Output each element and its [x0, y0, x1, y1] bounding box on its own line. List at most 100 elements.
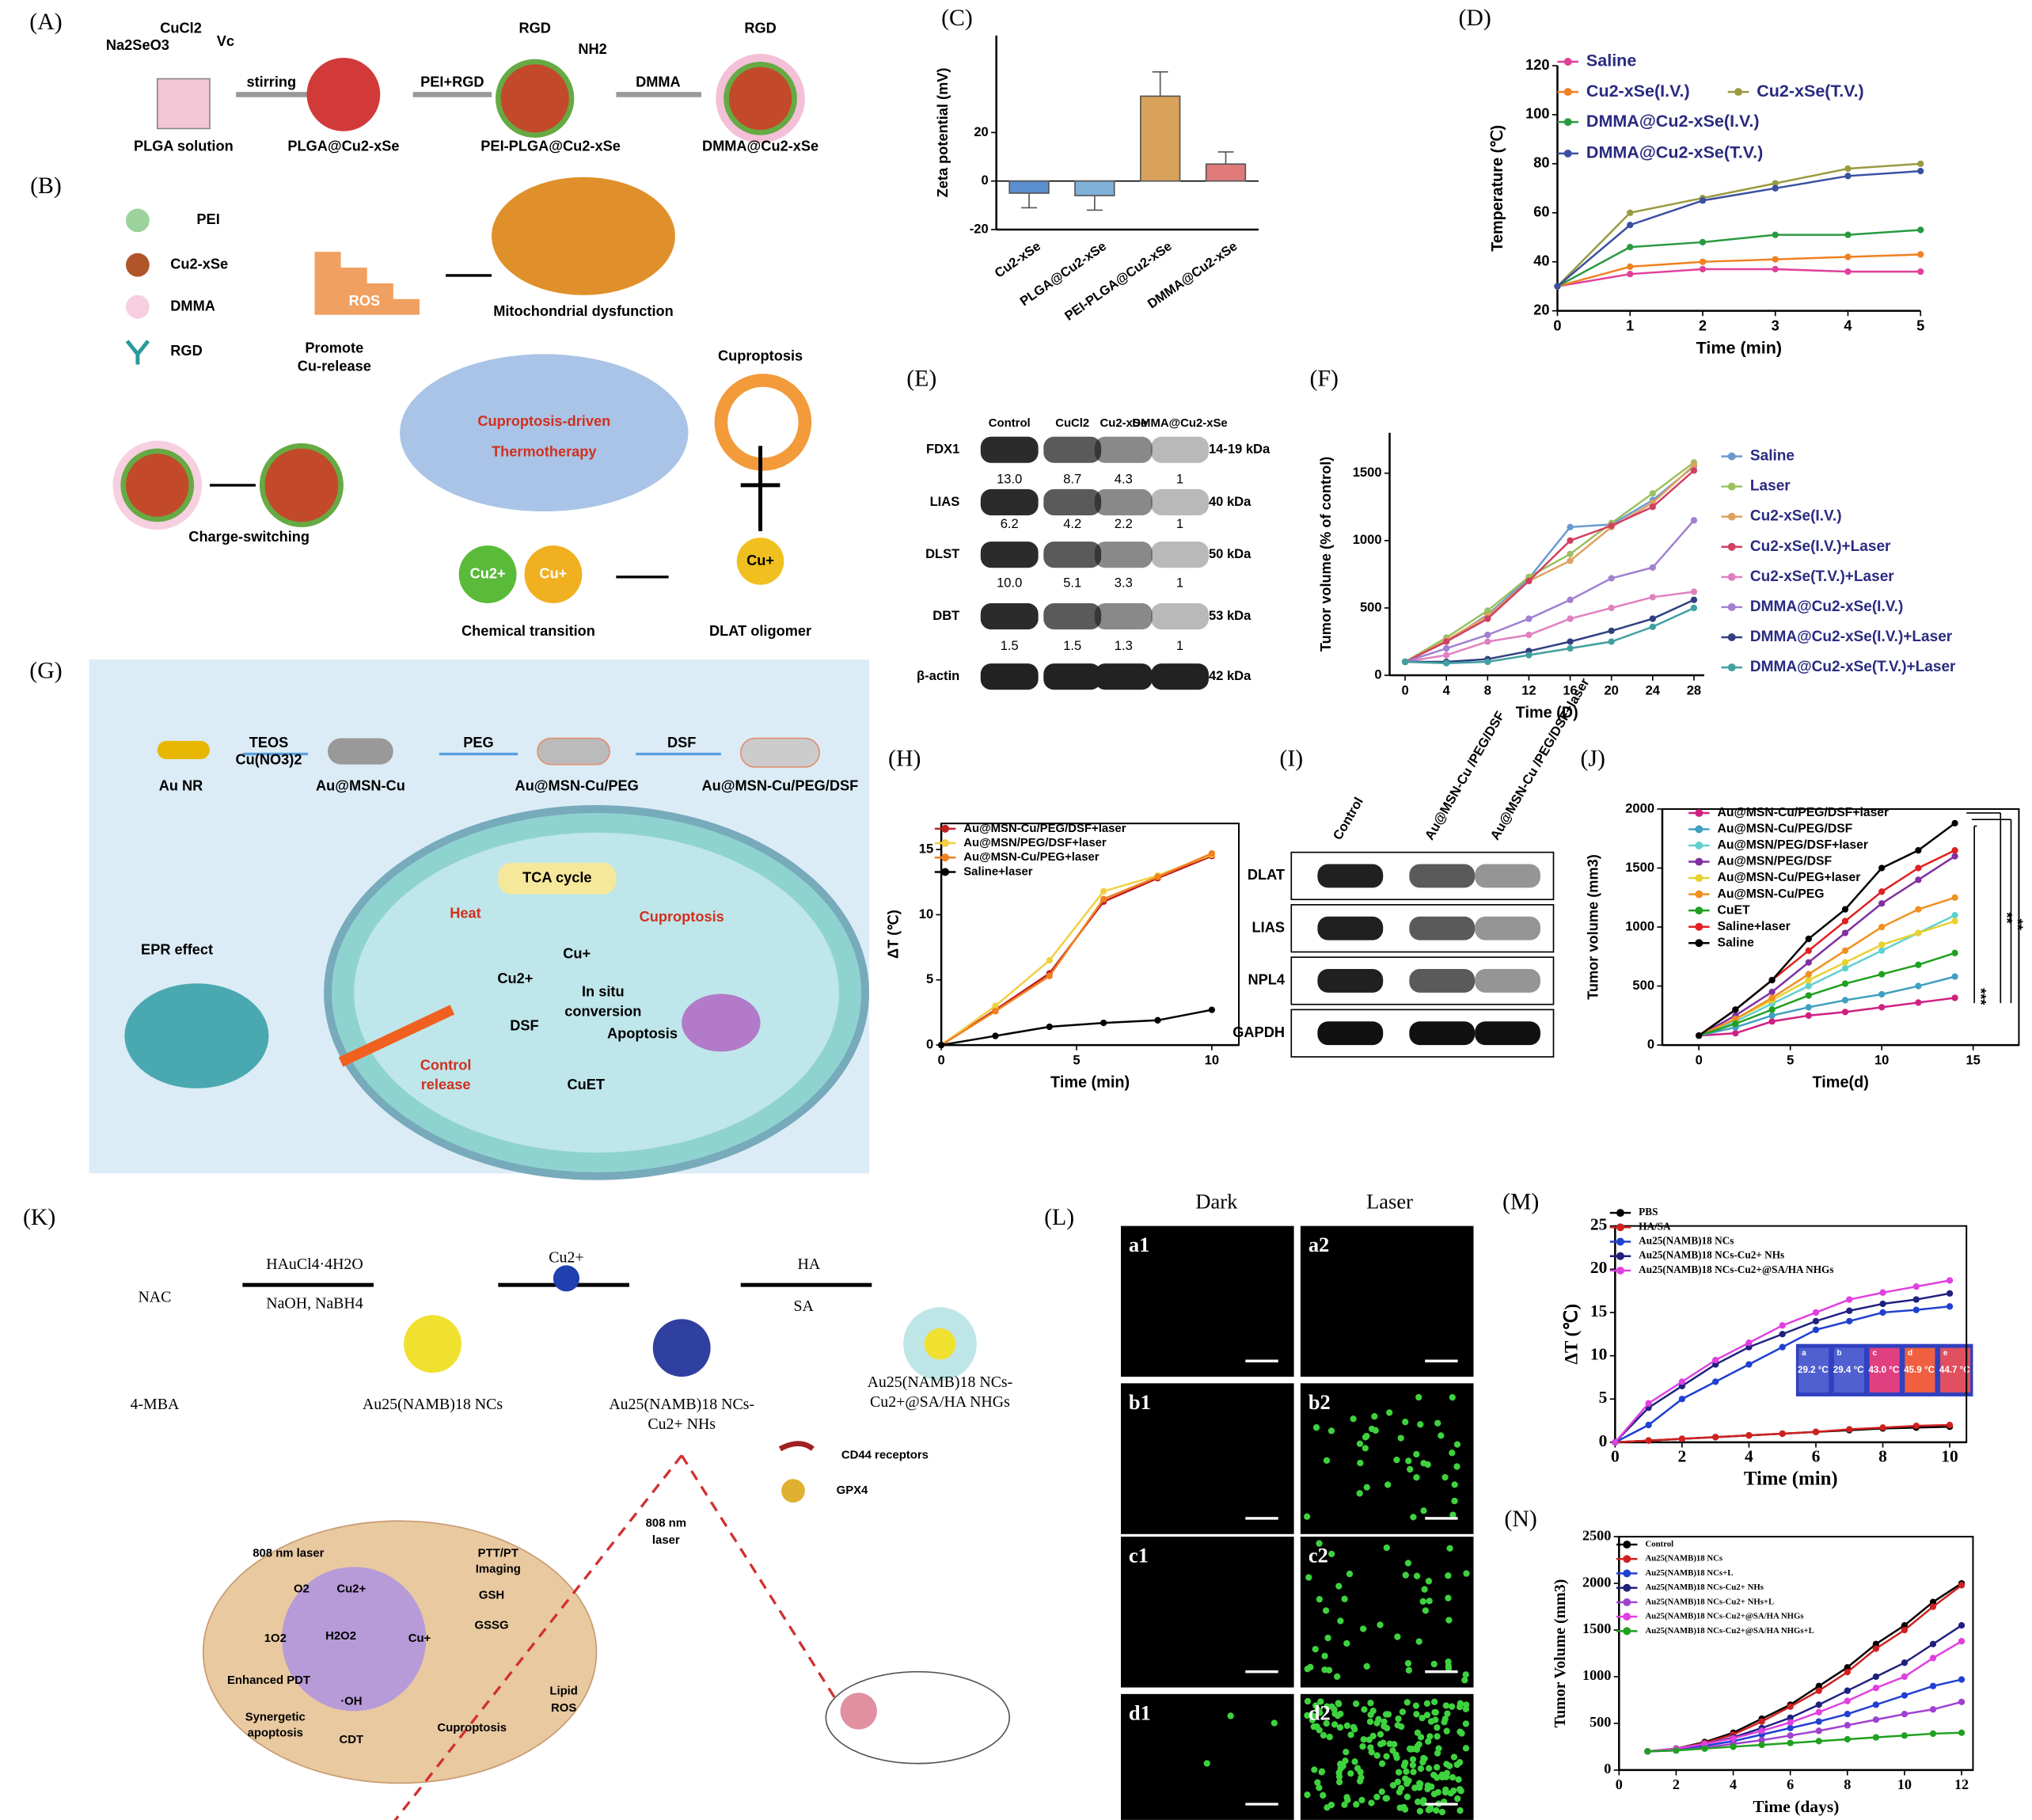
data-point [1758, 1727, 1765, 1735]
data-point [1690, 462, 1698, 469]
data-point [1901, 1732, 1909, 1739]
cell-dot [1416, 1784, 1423, 1792]
data-point [1772, 180, 1779, 187]
cell-dot [1324, 1634, 1331, 1642]
x-axis-label: Time (days) [1753, 1797, 1839, 1816]
cell-dot [1373, 1793, 1381, 1801]
blot-value: 1.5 [1001, 638, 1019, 653]
data-point [1745, 1432, 1753, 1439]
diagram-text: NH2 [578, 41, 606, 57]
data-point [1627, 271, 1634, 278]
data-point [1872, 1640, 1880, 1647]
y-tick-label: 2500 [1582, 1527, 1611, 1543]
x-tick-label: 4 [1730, 1776, 1737, 1792]
legend-label: Au@MSN-Cu/PEG/DSF+laser [1718, 806, 1890, 819]
data-point [1844, 1687, 1851, 1694]
data-point [1841, 918, 1849, 925]
data-point [1627, 243, 1634, 251]
x-tick-label: 6 [1787, 1776, 1794, 1792]
data-point [1912, 1306, 1920, 1313]
data-point [1844, 253, 1852, 260]
cell-dot [1441, 1716, 1449, 1723]
data-point [1649, 564, 1656, 572]
tile-label: b1 [1129, 1390, 1151, 1414]
data-point [1844, 165, 1852, 173]
blot-row: FDX1 [926, 442, 959, 457]
data-point [1846, 1307, 1853, 1314]
cell-dot [1395, 1769, 1403, 1776]
diagram-text: PEI-PLGA@Cu2-xSe [480, 138, 621, 154]
data-point [1958, 1638, 1966, 1645]
series-line [1556, 162, 1921, 287]
blot-band [980, 663, 1039, 690]
data-point [1046, 1023, 1053, 1031]
diagram-text: Heat [450, 905, 480, 921]
data-point [1878, 888, 1886, 895]
inset-temp: 43.0 °C [1868, 1366, 1899, 1375]
data-point [1690, 517, 1698, 524]
cell-dot [1399, 1708, 1407, 1716]
cell-dot [1421, 1586, 1428, 1593]
legend-marker [941, 853, 950, 862]
cell-dot [1320, 1792, 1327, 1799]
data-point [1649, 503, 1656, 511]
data-point [1484, 638, 1491, 645]
cell-dot [1415, 1638, 1422, 1645]
tile-label: b2 [1308, 1390, 1331, 1414]
blot-row: LIAS [930, 494, 960, 509]
data-point [1815, 1708, 1822, 1716]
inset-letter: e [1943, 1349, 1948, 1358]
data-point [1787, 1732, 1794, 1739]
data-point [1525, 615, 1533, 622]
data-point [1915, 999, 1922, 1006]
blot-band [980, 436, 1039, 463]
cell-dot [1378, 1760, 1386, 1767]
cell-dot [1324, 1804, 1331, 1811]
data-point [1841, 947, 1849, 954]
cell-dot [1434, 1764, 1441, 1771]
data-point [1815, 1718, 1822, 1725]
data-point [1699, 238, 1707, 246]
x-tick-label: 3 [1772, 317, 1779, 333]
diagram-text: release [421, 1077, 471, 1092]
tumor [840, 1693, 877, 1730]
panel-label: (L) [1044, 1204, 1074, 1230]
legend-marker [1563, 118, 1572, 127]
diagram-text: Cu2-xSe [170, 256, 228, 272]
y-tick-label: 1500 [1582, 1621, 1611, 1636]
data-point [1846, 1426, 1853, 1433]
blot-band [1317, 916, 1384, 940]
blot-value: 6.2 [1001, 516, 1019, 531]
data-point [1846, 1296, 1853, 1303]
blot-row: DLAT [1248, 867, 1285, 883]
cell-dot [1394, 1778, 1401, 1786]
cell-dot [1403, 1793, 1411, 1800]
bar [1140, 95, 1181, 182]
data-point [1649, 615, 1656, 622]
diagram-text: Au25(NAMB)18 NCs- [868, 1374, 1013, 1391]
x-tick-label: 0 [1401, 682, 1408, 697]
receptor-icon [778, 1441, 815, 1452]
data-point [1946, 1303, 1954, 1310]
series-line [1405, 598, 1695, 663]
cell-dot [1413, 1711, 1420, 1718]
series-line [1404, 519, 1695, 663]
legend-icon [125, 340, 150, 365]
cell-dot [1411, 1784, 1419, 1792]
data-point [1649, 594, 1656, 601]
data-point [1815, 1682, 1822, 1689]
y-tick-label: 0 [1374, 667, 1381, 682]
x-tick-label: 0 [1553, 317, 1561, 333]
data-point [1154, 873, 1161, 880]
x-tick-label: 5 [1787, 1052, 1794, 1067]
data-point [1844, 1664, 1851, 1671]
cell-dot [1342, 1757, 1349, 1765]
y-tick-label: 2000 [1625, 800, 1654, 815]
cell-dot [1423, 1712, 1431, 1719]
legend-marker [1623, 1598, 1631, 1606]
legend-icon [125, 208, 150, 233]
data-point [1844, 1722, 1851, 1729]
blot-value: 8.7 [1063, 472, 1081, 487]
data-point [1879, 1424, 1886, 1431]
